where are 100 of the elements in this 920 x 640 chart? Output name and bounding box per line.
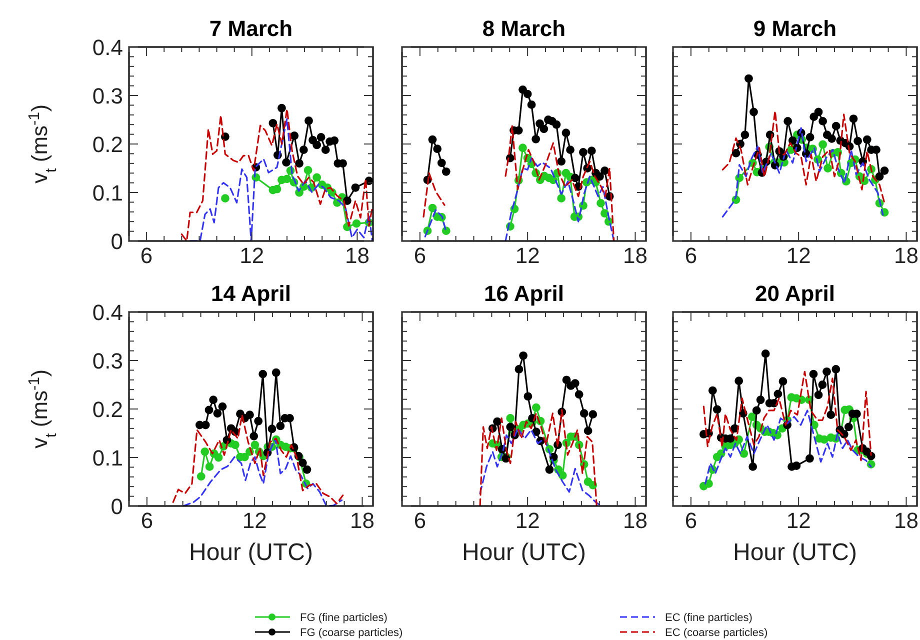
point — [570, 174, 580, 182]
point — [552, 120, 561, 129]
point — [299, 146, 308, 154]
point — [818, 117, 828, 126]
point — [540, 124, 548, 134]
point — [579, 148, 588, 156]
x-tick-label: 12 — [786, 508, 811, 533]
point — [596, 198, 605, 208]
point — [524, 392, 532, 401]
point — [532, 428, 540, 436]
point — [433, 144, 442, 154]
point — [536, 119, 544, 128]
x-tick-label: 6 — [414, 243, 426, 268]
point — [740, 130, 750, 139]
y-tick-label: 0.1 — [92, 180, 123, 206]
point — [506, 422, 515, 432]
y-tick-label: 0.2 — [92, 397, 123, 422]
point — [826, 410, 836, 420]
point — [268, 424, 276, 434]
point — [493, 417, 502, 426]
point — [518, 144, 527, 152]
point — [588, 410, 598, 419]
point — [268, 118, 278, 128]
chart-title: 20 April — [755, 281, 835, 306]
point — [806, 133, 814, 142]
x-tick-label: 18 — [894, 508, 918, 533]
point — [562, 376, 571, 384]
point — [562, 128, 570, 138]
chart-title: 7 March — [209, 16, 293, 41]
point — [321, 146, 330, 154]
point — [875, 172, 884, 181]
x-tick-label: 12 — [242, 508, 267, 533]
point — [519, 351, 528, 360]
point — [545, 465, 554, 474]
point — [806, 454, 814, 463]
y-tick-label: 0 — [110, 494, 123, 519]
chart-title: 9 March — [753, 16, 837, 41]
point — [822, 367, 831, 376]
point — [814, 108, 823, 116]
point — [196, 472, 206, 481]
point — [752, 406, 761, 415]
point — [295, 159, 304, 168]
y-tick-label: 0.1 — [92, 446, 123, 470]
x-tick-label: 6 — [684, 508, 698, 533]
point — [761, 350, 770, 358]
point — [557, 157, 566, 166]
point — [272, 368, 280, 377]
point — [756, 396, 765, 404]
x-tick-label: 12 — [786, 243, 811, 268]
point — [824, 164, 832, 172]
point — [844, 422, 853, 432]
point — [351, 183, 360, 192]
point — [854, 136, 862, 146]
point — [437, 158, 446, 168]
point — [828, 134, 836, 143]
x-tick-label: 12 — [515, 243, 540, 268]
point — [748, 462, 758, 471]
point — [832, 365, 840, 374]
point — [532, 403, 540, 412]
point — [282, 174, 292, 184]
point — [523, 90, 532, 98]
point — [258, 370, 268, 378]
point — [330, 136, 339, 145]
legend-label: EC (fine particles) — [665, 612, 752, 624]
legend-label: FG (fine particles) — [300, 612, 388, 624]
point — [527, 100, 536, 109]
point — [849, 114, 858, 123]
point — [750, 108, 758, 116]
point — [574, 390, 584, 399]
point — [246, 410, 254, 420]
chart-title: 16 April — [484, 281, 564, 306]
point — [254, 416, 263, 426]
point — [250, 432, 258, 440]
point — [880, 166, 889, 175]
point — [600, 209, 609, 218]
point — [214, 453, 223, 462]
x-tick-label: 18 — [894, 243, 918, 268]
point — [558, 471, 567, 480]
legend-label: FG (coarse particles) — [300, 627, 403, 639]
point — [276, 422, 285, 430]
point — [298, 458, 307, 468]
point — [778, 377, 788, 386]
y-tick-label: 0.3 — [92, 84, 123, 108]
y-tick-label: 0.4 — [92, 35, 123, 60]
point — [312, 173, 322, 182]
point — [304, 116, 313, 125]
point — [732, 149, 740, 158]
point — [734, 376, 744, 386]
point — [442, 167, 450, 176]
point — [818, 380, 827, 389]
point — [818, 140, 828, 149]
x-tick-label: 6 — [684, 243, 698, 268]
point — [428, 204, 437, 212]
x-tick-label: 6 — [140, 508, 154, 533]
x-tick-label: 6 — [414, 508, 426, 533]
point — [282, 158, 290, 167]
point — [570, 379, 580, 388]
point — [596, 172, 604, 181]
point — [708, 386, 717, 395]
point — [862, 135, 872, 144]
